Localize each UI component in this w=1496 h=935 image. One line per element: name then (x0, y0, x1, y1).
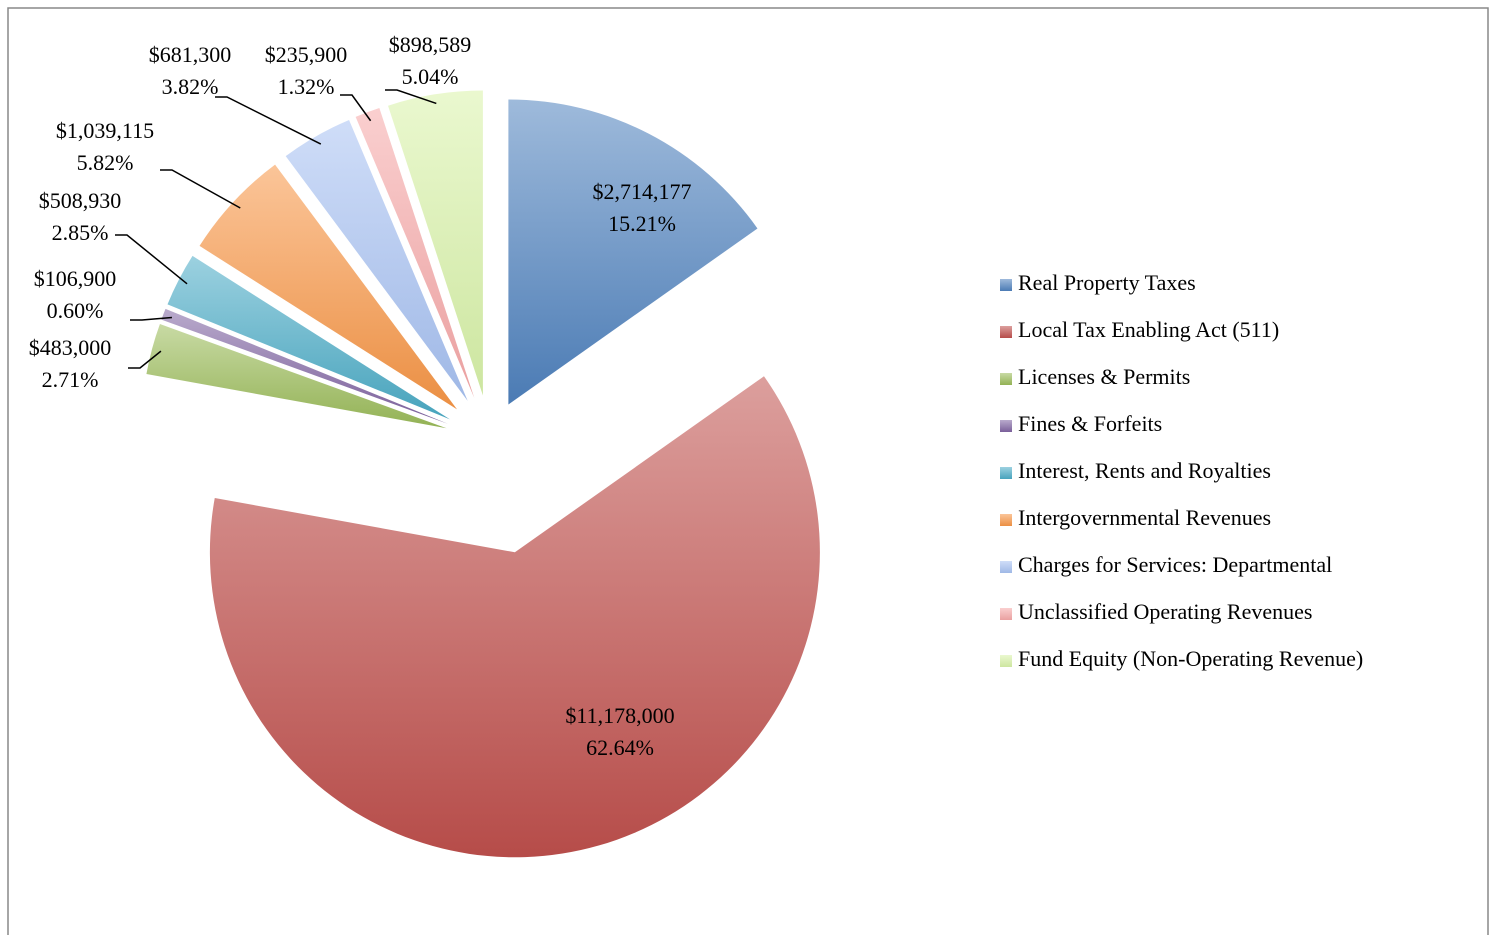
legend-swatch (1000, 608, 1012, 620)
pie-slice (355, 107, 475, 398)
percent-label: 62.64% (586, 735, 654, 760)
leader-line (160, 169, 241, 209)
percent-label: 2.71% (42, 367, 99, 392)
data-label: $1,039,115 (56, 118, 154, 143)
leader-line (128, 350, 162, 369)
legend-label: Intergovernmental Revenues (1018, 505, 1271, 530)
data-label: $235,900 (265, 42, 348, 67)
legend-swatch (1000, 279, 1012, 291)
data-label: $11,178,000 (565, 703, 674, 728)
data-label: $483,000 (29, 335, 112, 360)
legend-label: Charges for Services: Departmental (1018, 552, 1332, 577)
percent-label: 1.32% (278, 74, 335, 99)
pie-slice (199, 164, 458, 410)
pie-slice (388, 90, 483, 396)
legend-label: Licenses & Permits (1018, 364, 1190, 389)
legend-swatch (1000, 326, 1012, 338)
percent-label: 3.82% (162, 74, 219, 99)
percent-label: 5.04% (402, 64, 459, 89)
data-label: $681,300 (149, 42, 232, 67)
legend-swatch (1000, 514, 1012, 526)
legend-swatch (1000, 420, 1012, 432)
legend-swatch (1000, 655, 1012, 667)
pie-slice (161, 308, 449, 424)
percent-label: 5.82% (77, 150, 134, 175)
data-label: $106,900 (34, 266, 117, 291)
legend-label: Fund Equity (Non-Operating Revenue) (1018, 646, 1363, 671)
data-label: $2,714,177 (593, 179, 692, 204)
pie-slice (285, 119, 468, 401)
data-label: $898,589 (389, 32, 472, 57)
percent-label: 2.85% (52, 220, 109, 245)
leader-line (385, 89, 437, 105)
legend-swatch (1000, 373, 1012, 385)
percent-label: 0.60% (47, 298, 104, 323)
leader-line (340, 94, 372, 122)
pie-slice (209, 376, 820, 858)
data-label: $508,930 (39, 188, 122, 213)
pie-slice (167, 255, 451, 420)
legend-label: Interest, Rents and Royalties (1018, 458, 1271, 483)
legend-label: Real Property Taxes (1018, 270, 1196, 295)
percent-label: 15.21% (608, 211, 676, 236)
leader-line (115, 234, 188, 285)
legend-swatch (1000, 467, 1012, 479)
legend-label: Fines & Forfeits (1018, 411, 1162, 436)
legend-label: Local Tax Enabling Act (511) (1018, 317, 1279, 342)
legend-swatch (1000, 561, 1012, 573)
pie-slice (508, 99, 758, 405)
leader-line (215, 96, 322, 145)
pie-slice (146, 324, 447, 429)
leader-line (130, 316, 172, 321)
legend-label: Unclassified Operating Revenues (1018, 599, 1312, 624)
